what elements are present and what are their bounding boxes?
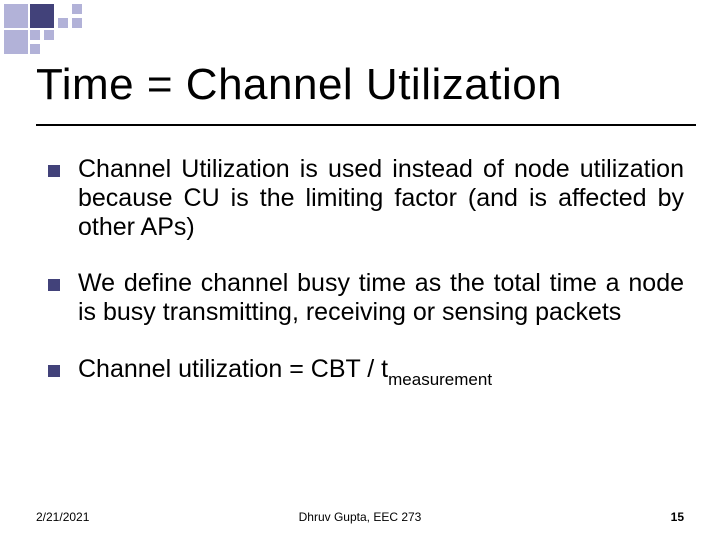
- deco-square: [4, 30, 28, 54]
- deco-square: [44, 30, 54, 40]
- title-underline: [36, 124, 696, 126]
- deco-square: [30, 30, 40, 40]
- deco-square: [72, 18, 82, 28]
- bullet-marker: [48, 165, 60, 177]
- deco-square: [30, 4, 54, 28]
- deco-square: [4, 4, 28, 28]
- footer-author: Dhruv Gupta, EEC 273: [36, 510, 684, 524]
- bullet-text: Channel Utilization is used instead of n…: [78, 155, 684, 241]
- slide-title: Time = Channel Utilization: [36, 60, 684, 110]
- bullet-marker: [48, 279, 60, 291]
- slide-body: Channel Utilization is used instead of n…: [48, 155, 684, 415]
- corner-decoration: [0, 0, 120, 52]
- deco-square: [72, 4, 82, 14]
- bullet-text: Channel utilization = CBT / tmeasurement: [78, 355, 684, 388]
- deco-square: [58, 18, 68, 28]
- footer-page-number: 15: [671, 510, 684, 524]
- bullet-text: We define channel busy time as the total…: [78, 269, 684, 327]
- bullet-marker: [48, 365, 60, 377]
- bullet-item: We define channel busy time as the total…: [48, 269, 684, 327]
- bullet-item: Channel utilization = CBT / tmeasurement: [48, 355, 684, 388]
- bullet-item: Channel Utilization is used instead of n…: [48, 155, 684, 241]
- deco-square: [30, 44, 40, 54]
- bullet-subscript: measurement: [388, 370, 492, 389]
- bullet-text-prefix: Channel utilization = CBT / t: [78, 355, 388, 383]
